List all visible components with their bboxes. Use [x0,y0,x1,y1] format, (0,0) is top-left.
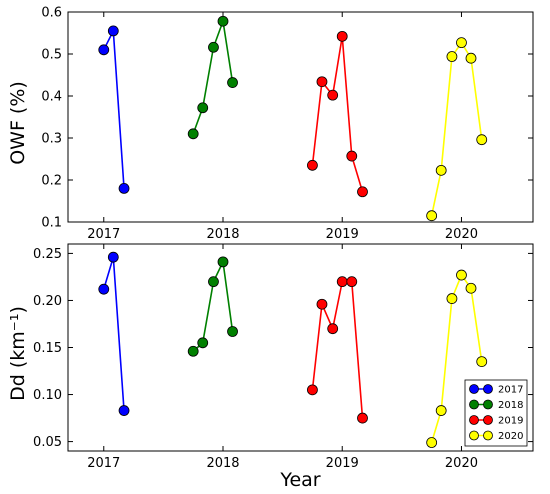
x-tick-label: 2017 [87,227,120,242]
data-point-2020 [426,210,438,222]
data-point-2018 [187,345,199,357]
x-tick-label: 2020 [445,456,478,471]
owf-panel: 2017 2018 2019 2020 0.1 0.2 0.3 0.4 0.5 0.6 OWF (%… [7,6,534,242]
legend-label: 2017 [498,385,523,396]
legend-swatch-marker [469,399,479,410]
data-point-2020 [465,52,477,64]
legend-label: 2018 [498,400,523,411]
data-point-2019 [316,76,328,88]
y-tick-label: 0.3 [41,132,62,147]
x-tick-label: 2019 [326,456,359,471]
data-point-2018 [208,41,219,53]
data-point-2019 [307,159,318,171]
y-axis-label: Dd (km⁻¹) [7,306,29,401]
series-line-2018 [192,259,234,352]
data-point-2020 [456,37,467,49]
legend-swatch-marker [469,384,479,394]
data-point-2019 [346,150,358,162]
data-point-2020 [426,437,438,448]
plot-frame [67,11,534,223]
data-point-2018 [217,256,229,268]
legend-swatch-marker [469,430,479,441]
data-point-2019 [336,30,348,42]
data-point-2018 [227,77,238,88]
data-point-2018 [197,337,209,349]
series-line-2018 [192,18,234,135]
x-tick-label: 2019 [326,227,359,242]
y-tick-label: 0.4 [41,90,62,105]
y-tick-label: 0.20 [33,294,62,309]
legend-swatch-marker [483,430,493,441]
legend: 2017 2018 2019 2020 [464,379,528,447]
y-axis-label: OWF (%) [7,81,29,165]
series-line-2017 [103,27,125,189]
y-tick-label: 0.15 [33,341,62,356]
x-tick-label: 2018 [206,227,239,242]
data-point-2018 [227,326,238,337]
series-line-2020 [430,41,483,216]
y-tick-label: 0.2 [41,174,62,189]
dd-panel: 2017 2018 2019 2020 0.05 0.10 0.15 0.20 0.25 Dd (… [7,243,534,491]
y-tick-label: 0.5 [41,48,62,63]
data-point-2018 [217,15,229,27]
data-point-2020 [435,405,447,416]
data-point-2017 [118,405,130,416]
data-point-2019 [357,412,368,424]
data-point-2017 [107,25,119,37]
data-point-2017 [107,251,119,263]
legend-swatch-marker [469,415,479,425]
y-tick-label: 0.05 [33,435,62,450]
series-line-2019 [311,36,364,192]
data-point-2020 [476,134,488,146]
data-point-2019 [346,276,358,288]
y-tick-label: 0.10 [33,388,62,403]
data-point-2019 [357,186,368,198]
legend-label: 2020 [498,431,523,442]
x-axis-label: Year [279,469,320,491]
series-line-2017 [103,256,125,411]
data-point-2020 [456,269,467,281]
data-point-2018 [208,276,219,288]
data-point-2019 [316,298,328,310]
data-point-2019 [327,323,339,335]
legend-swatch-marker [483,384,493,394]
data-point-2020 [446,51,458,62]
data-point-2017 [98,283,110,295]
data-point-2017 [98,44,110,56]
data-point-2018 [187,128,199,140]
data-point-2020 [435,164,447,176]
series-line-2019 [311,280,364,419]
legend-swatch-marker [483,415,493,425]
data-point-2020 [446,293,458,304]
data-point-2019 [336,276,348,288]
data-point-2020 [465,282,477,294]
y-tick-label: 0.6 [41,6,62,21]
legend-label: 2019 [498,416,523,427]
data-point-2018 [197,102,209,114]
y-tick-label: 0.25 [33,247,62,262]
x-tick-label: 2017 [87,456,120,471]
data-point-2019 [327,89,339,101]
series-line-2020 [430,273,483,443]
y-tick-label: 0.1 [41,216,62,231]
legend-swatch-marker [483,399,493,410]
x-tick-label: 2018 [206,456,239,471]
data-point-2019 [307,384,318,396]
data-point-2020 [476,356,488,368]
data-point-2017 [118,182,130,194]
x-tick-label: 2020 [445,227,478,242]
